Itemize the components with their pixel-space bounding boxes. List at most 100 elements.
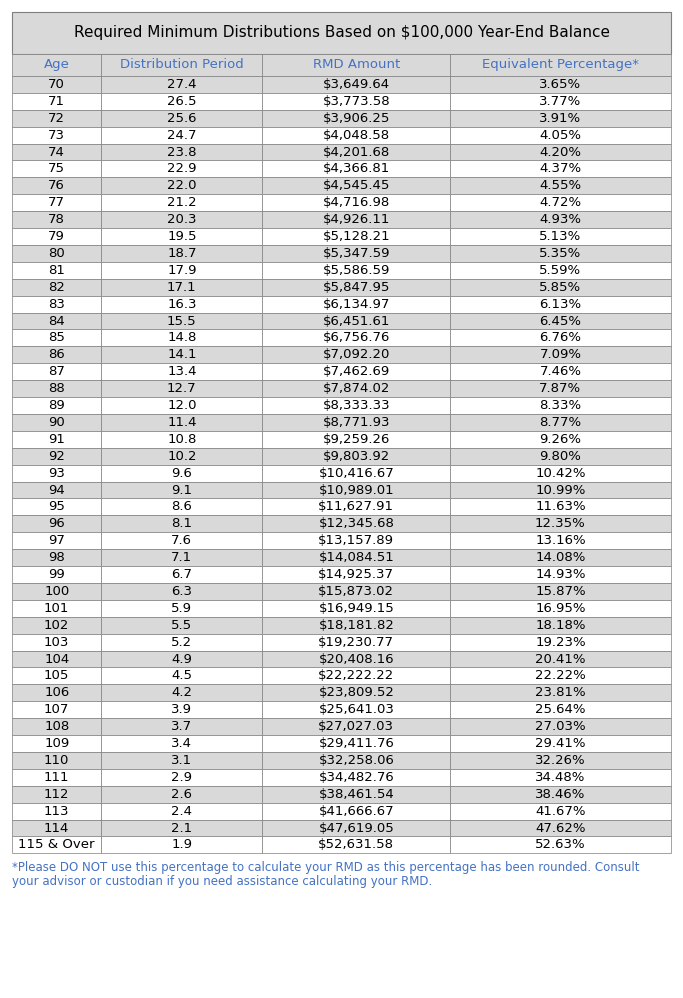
Bar	[101, 363, 262, 380]
Bar	[262, 583, 450, 600]
Bar	[12, 431, 101, 448]
Bar	[450, 802, 671, 819]
Bar	[12, 144, 101, 161]
Bar	[262, 245, 450, 261]
Bar	[101, 685, 262, 702]
Text: 4.37%: 4.37%	[540, 163, 581, 176]
Text: 5.59%: 5.59%	[540, 263, 581, 276]
Bar	[450, 261, 671, 278]
Text: 6.13%: 6.13%	[540, 297, 581, 310]
Bar	[101, 532, 262, 549]
Bar	[262, 566, 450, 583]
Text: $38,461.54: $38,461.54	[318, 787, 394, 800]
Bar	[450, 144, 671, 161]
Bar	[262, 329, 450, 346]
Text: 96: 96	[48, 517, 65, 530]
Text: 5.9: 5.9	[171, 602, 193, 615]
Text: $7,092.20: $7,092.20	[322, 348, 390, 361]
Bar	[12, 278, 101, 295]
Text: 26.5: 26.5	[167, 95, 197, 108]
Text: 71: 71	[48, 95, 66, 108]
Text: $27,027.03: $27,027.03	[318, 721, 394, 734]
Text: 85: 85	[48, 331, 65, 344]
Text: 93: 93	[48, 467, 65, 480]
Bar	[262, 161, 450, 178]
Bar	[450, 668, 671, 685]
Bar	[450, 651, 671, 668]
Bar	[450, 245, 671, 261]
Bar	[101, 312, 262, 329]
Bar	[450, 229, 671, 245]
Bar	[12, 295, 101, 312]
Bar	[450, 397, 671, 414]
Text: 3.1: 3.1	[171, 753, 193, 766]
Bar	[262, 312, 450, 329]
Bar	[262, 819, 450, 836]
Bar	[101, 397, 262, 414]
Bar	[262, 278, 450, 295]
Text: $10,989.01: $10,989.01	[318, 483, 394, 497]
Text: 94: 94	[48, 483, 65, 497]
Text: 15.87%: 15.87%	[535, 585, 586, 598]
Bar	[12, 195, 101, 212]
Bar	[262, 482, 450, 498]
Text: 78: 78	[48, 214, 65, 227]
Bar	[450, 600, 671, 617]
Text: 6.45%: 6.45%	[540, 314, 581, 327]
Bar	[12, 668, 101, 685]
Text: $20,408.16: $20,408.16	[318, 653, 394, 666]
Bar	[450, 465, 671, 482]
Text: 20.41%: 20.41%	[535, 653, 585, 666]
Bar	[450, 751, 671, 768]
Text: 4.93%: 4.93%	[540, 214, 581, 227]
Bar	[12, 54, 101, 76]
Text: 72: 72	[48, 112, 66, 125]
Text: $6,756.76: $6,756.76	[322, 331, 390, 344]
Bar	[12, 448, 101, 465]
Text: 4.2: 4.2	[171, 687, 193, 700]
Bar	[101, 566, 262, 583]
Text: 104: 104	[44, 653, 70, 666]
Bar	[262, 498, 450, 515]
Bar	[450, 482, 671, 498]
Text: 106: 106	[44, 687, 70, 700]
Bar	[450, 329, 671, 346]
Text: 14.93%: 14.93%	[535, 568, 585, 581]
Bar	[262, 668, 450, 685]
Text: $18,181.82: $18,181.82	[318, 619, 394, 632]
Bar	[450, 819, 671, 836]
Bar	[101, 76, 262, 93]
Text: 4.20%: 4.20%	[540, 146, 581, 159]
Text: 32.26%: 32.26%	[535, 753, 586, 766]
Text: *Please DO NOT use this percentage to calculate your RMD as this percentage has : *Please DO NOT use this percentage to ca…	[12, 861, 640, 874]
Bar	[450, 736, 671, 751]
Bar	[101, 195, 262, 212]
Bar	[262, 532, 450, 549]
Text: 8.1: 8.1	[171, 517, 193, 530]
Text: $15,873.02: $15,873.02	[318, 585, 394, 598]
Text: 9.80%: 9.80%	[540, 450, 581, 463]
Text: $4,048.58: $4,048.58	[323, 129, 390, 142]
Bar	[101, 702, 262, 719]
Bar	[101, 802, 262, 819]
Bar	[450, 719, 671, 736]
Text: $5,586.59: $5,586.59	[322, 263, 390, 276]
Text: 4.72%: 4.72%	[540, 197, 581, 210]
Text: $9,803.92: $9,803.92	[322, 450, 390, 463]
Text: 22.22%: 22.22%	[535, 670, 586, 683]
Bar	[262, 634, 450, 651]
Bar	[12, 785, 101, 802]
Text: 105: 105	[44, 670, 70, 683]
Bar	[101, 431, 262, 448]
Bar	[262, 836, 450, 853]
Bar	[450, 127, 671, 144]
Bar	[101, 245, 262, 261]
Text: 16.3: 16.3	[167, 297, 197, 310]
Text: Equivalent Percentage*: Equivalent Percentage*	[482, 59, 639, 72]
Text: 112: 112	[44, 787, 70, 800]
Text: $19,230.77: $19,230.77	[318, 636, 394, 649]
Bar	[101, 54, 262, 76]
Text: $14,084.51: $14,084.51	[318, 551, 394, 564]
Text: 29.41%: 29.41%	[535, 738, 585, 750]
Bar	[101, 482, 262, 498]
